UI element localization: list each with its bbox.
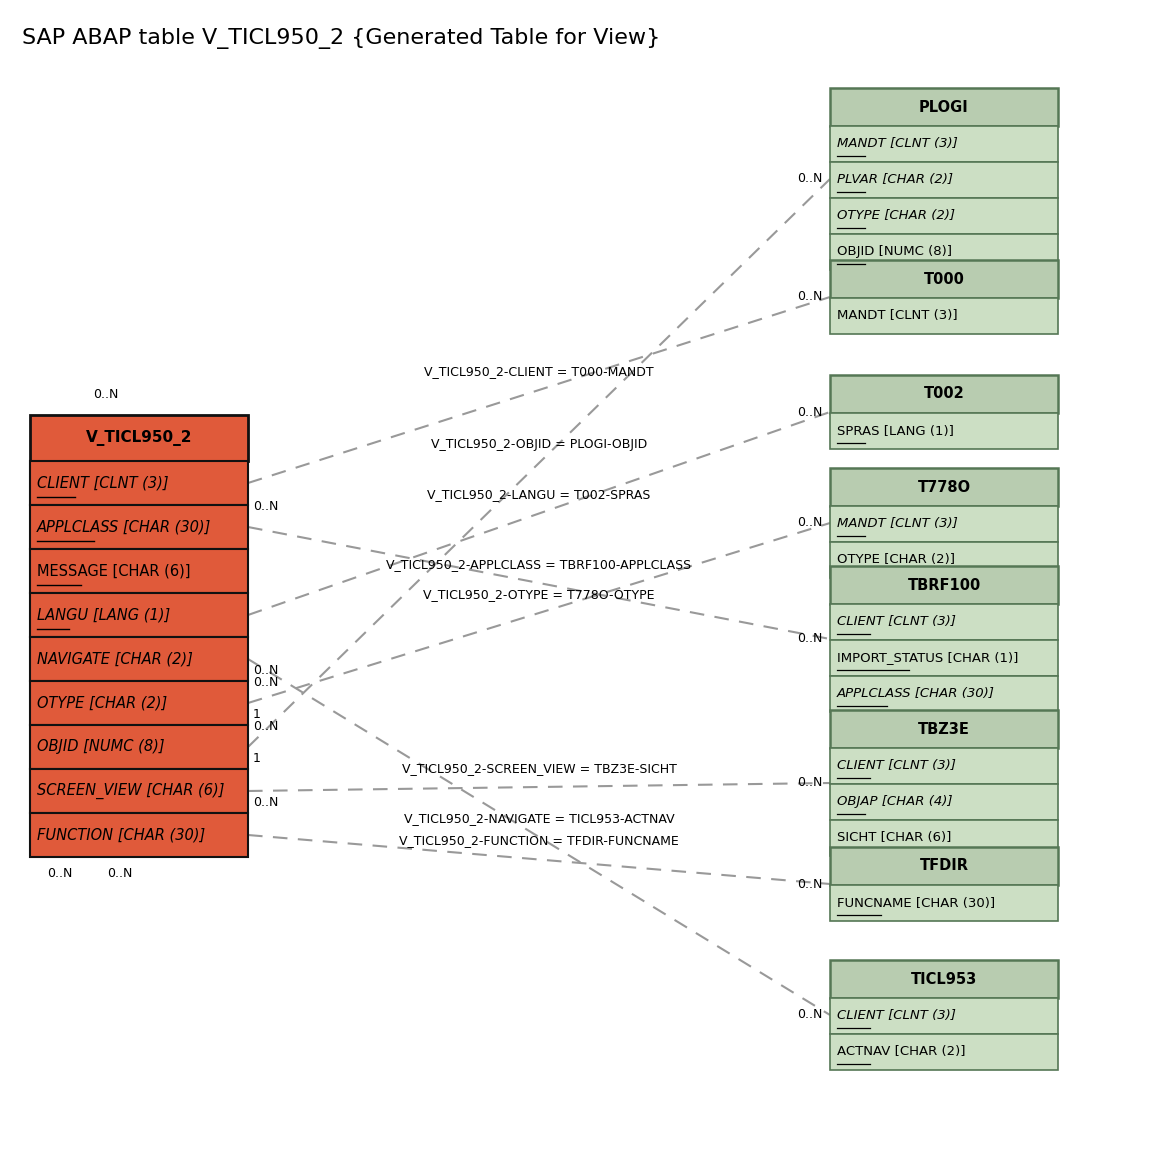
Text: 0..N: 0..N: [94, 388, 119, 401]
Bar: [830, 88, 1059, 127]
Text: 0..N: 0..N: [796, 1008, 822, 1022]
Text: MANDT [CLNT (3)]: MANDT [CLNT (3)]: [837, 518, 958, 531]
Bar: [830, 999, 1059, 1034]
Text: OTYPE [CHAR (2)]: OTYPE [CHAR (2)]: [837, 553, 956, 566]
Bar: [830, 162, 1059, 198]
Text: PLVAR [CHAR (2)]: PLVAR [CHAR (2)]: [837, 173, 953, 186]
Bar: [30, 813, 248, 857]
Text: SICHT [CHAR (6)]: SICHT [CHAR (6)]: [837, 831, 951, 845]
Bar: [830, 748, 1059, 784]
Bar: [830, 1034, 1059, 1070]
Text: 0..N: 0..N: [253, 796, 279, 809]
Bar: [830, 506, 1059, 541]
Text: 0..N: 0..N: [253, 720, 279, 732]
Text: V_TICL950_2-APPLCLASS = TBRF100-APPLCLASS: V_TICL950_2-APPLCLASS = TBRF100-APPLCLAS…: [386, 558, 692, 571]
Text: OTYPE [CHAR (2)]: OTYPE [CHAR (2)]: [837, 210, 956, 223]
Text: TICL953: TICL953: [911, 972, 977, 987]
Text: V_TICL950_2-LANGU = T002-SPRAS: V_TICL950_2-LANGU = T002-SPRAS: [427, 489, 651, 502]
Text: LANGU [LANG (1)]: LANGU [LANG (1)]: [37, 607, 170, 622]
Text: 0..N: 0..N: [796, 406, 822, 418]
Text: TBRF100: TBRF100: [908, 578, 980, 593]
Bar: [30, 548, 248, 593]
Text: V_TICL950_2-FUNCTION = TFDIR-FUNCNAME: V_TICL950_2-FUNCTION = TFDIR-FUNCNAME: [399, 834, 679, 847]
Bar: [830, 298, 1059, 334]
Text: 0..N: 0..N: [253, 676, 279, 689]
Text: 1: 1: [253, 708, 261, 721]
Text: V_TICL950_2: V_TICL950_2: [85, 430, 192, 447]
Bar: [830, 260, 1059, 298]
Text: CLIENT [CLNT (3)]: CLIENT [CLNT (3)]: [837, 759, 956, 772]
Bar: [30, 505, 248, 548]
Text: FUNCNAME [CHAR (30)]: FUNCNAME [CHAR (30)]: [837, 897, 995, 909]
Text: MANDT [CLNT (3)]: MANDT [CLNT (3)]: [837, 309, 958, 322]
Bar: [830, 820, 1059, 856]
Text: T000: T000: [924, 272, 965, 286]
Text: APPLCLASS [CHAR (30)]: APPLCLASS [CHAR (30)]: [837, 688, 995, 701]
Bar: [830, 640, 1059, 676]
Text: CLIENT [CLNT (3)]: CLIENT [CLNT (3)]: [37, 476, 169, 491]
Text: V_TICL950_2-OBJID = PLOGI-OBJID: V_TICL950_2-OBJID = PLOGI-OBJID: [431, 438, 648, 451]
Bar: [830, 541, 1059, 578]
Text: SPRAS [LANG (1)]: SPRAS [LANG (1)]: [837, 424, 954, 437]
Text: TBZ3E: TBZ3E: [918, 722, 970, 736]
Text: SCREEN_VIEW [CHAR (6)]: SCREEN_VIEW [CHAR (6)]: [37, 783, 225, 799]
Text: T778O: T778O: [917, 479, 971, 495]
Bar: [830, 566, 1059, 604]
Text: 0..N: 0..N: [108, 867, 132, 880]
Text: T002: T002: [924, 387, 965, 402]
Bar: [30, 725, 248, 769]
Bar: [830, 127, 1059, 162]
Text: 0..N: 0..N: [796, 633, 822, 646]
Bar: [30, 681, 248, 725]
Text: 0..N: 0..N: [253, 500, 279, 513]
Bar: [830, 413, 1059, 449]
Bar: [830, 960, 1059, 999]
Text: MANDT [CLNT (3)]: MANDT [CLNT (3)]: [837, 137, 958, 150]
Text: OBJAP [CHAR (4)]: OBJAP [CHAR (4)]: [837, 796, 952, 809]
Text: 0..N: 0..N: [796, 777, 822, 790]
Text: OBJID [NUMC (8)]: OBJID [NUMC (8)]: [837, 245, 952, 259]
Bar: [830, 375, 1059, 413]
Text: CLIENT [CLNT (3)]: CLIENT [CLNT (3)]: [837, 1009, 956, 1022]
Text: NAVIGATE [CHAR (2)]: NAVIGATE [CHAR (2)]: [37, 652, 193, 667]
Text: CLIENT [CLNT (3)]: CLIENT [CLNT (3)]: [837, 615, 956, 628]
Bar: [830, 784, 1059, 820]
Bar: [30, 415, 248, 461]
Text: 0..N: 0..N: [796, 517, 822, 530]
Text: APPLCLASS [CHAR (30)]: APPLCLASS [CHAR (30)]: [37, 519, 212, 534]
Bar: [30, 461, 248, 505]
Text: PLOGI: PLOGI: [919, 100, 968, 115]
Text: MESSAGE [CHAR (6)]: MESSAGE [CHAR (6)]: [37, 564, 191, 579]
Text: FUNCTION [CHAR (30)]: FUNCTION [CHAR (30)]: [37, 827, 205, 843]
Text: V_TICL950_2-SCREEN_VIEW = TBZ3E-SICHT: V_TICL950_2-SCREEN_VIEW = TBZ3E-SICHT: [402, 762, 677, 775]
Text: V_TICL950_2-CLIENT = T000-MANDT: V_TICL950_2-CLIENT = T000-MANDT: [424, 364, 653, 379]
Text: V_TICL950_2-OTYPE = T778O-OTYPE: V_TICL950_2-OTYPE = T778O-OTYPE: [423, 588, 655, 601]
Bar: [830, 885, 1059, 921]
Bar: [830, 847, 1059, 885]
Bar: [830, 604, 1059, 640]
Text: V_TICL950_2-NAVIGATE = TICL953-ACTNAV: V_TICL950_2-NAVIGATE = TICL953-ACTNAV: [404, 812, 674, 825]
Bar: [30, 769, 248, 813]
Text: 0..N: 0..N: [47, 867, 73, 880]
Text: ACTNAV [CHAR (2)]: ACTNAV [CHAR (2)]: [837, 1045, 966, 1058]
Text: 0..N: 0..N: [253, 665, 279, 677]
Text: 0..N: 0..N: [796, 878, 822, 891]
Bar: [830, 198, 1059, 234]
Text: 0..N: 0..N: [796, 172, 822, 185]
Bar: [830, 676, 1059, 713]
Bar: [30, 638, 248, 681]
Bar: [30, 593, 248, 638]
Bar: [830, 710, 1059, 748]
Text: 0..N: 0..N: [796, 291, 822, 304]
Text: TFDIR: TFDIR: [919, 859, 968, 873]
Text: 1: 1: [253, 752, 261, 765]
Bar: [830, 468, 1059, 506]
Bar: [830, 234, 1059, 270]
Text: OBJID [NUMC (8)]: OBJID [NUMC (8)]: [37, 740, 165, 755]
Text: IMPORT_STATUS [CHAR (1)]: IMPORT_STATUS [CHAR (1)]: [837, 652, 1019, 665]
Text: OTYPE [CHAR (2)]: OTYPE [CHAR (2)]: [37, 695, 167, 710]
Text: SAP ABAP table V_TICL950_2 {Generated Table for View}: SAP ABAP table V_TICL950_2 {Generated Ta…: [22, 28, 660, 49]
